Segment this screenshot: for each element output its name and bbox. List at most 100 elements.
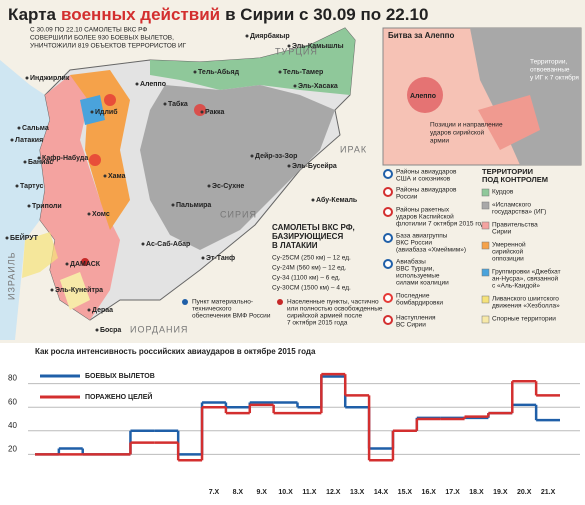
inset-label: у ИГ к 7 октября	[530, 74, 579, 82]
aleppo-regained	[478, 95, 540, 150]
chart-title: Как росла интенсивность российских авиау…	[35, 347, 316, 356]
city-dot	[287, 164, 291, 168]
x-tick-label: 15.X	[398, 489, 413, 496]
aircraft-title: САМОЛЕТЫ ВКС РФ,	[272, 223, 355, 232]
note-icon	[182, 299, 188, 305]
summary-line: УНИЧТОЖИЛИ 819 ОБЪЕКТОВ ТЕРРОРИСТОВ ИГ	[30, 43, 187, 50]
legend-label: Правительства	[492, 222, 538, 229]
legend-label: России	[396, 194, 418, 201]
note-icon	[277, 299, 283, 305]
x-tick-label: 7.X	[209, 489, 220, 496]
legend-swatch	[481, 221, 490, 230]
country-label: ИОРДАНИЯ	[130, 324, 188, 334]
note-line: Пункт материально-	[192, 299, 253, 306]
city-label: Эс-Сухне	[212, 183, 244, 190]
city-label: Алеппо	[140, 81, 166, 88]
legend-label: БОЕВЫХ ВЫЛЕТОВ	[85, 373, 155, 380]
legend-label: флотилии 7 октября 2015 года	[396, 220, 489, 228]
x-tick-label: 20.X	[517, 489, 532, 496]
legend-label: Спорные территории	[492, 316, 556, 323]
legend-label: «Исламского	[492, 202, 531, 209]
legend-label: США и союзников	[396, 176, 451, 183]
title-highlight: военных действий	[61, 5, 220, 24]
city-label: Дераа	[92, 307, 113, 314]
legend-label: движения «Хезболла»	[492, 302, 560, 310]
nusra-zone	[80, 95, 105, 125]
legend-icon	[383, 259, 393, 269]
city-label: Инджирлик	[30, 75, 70, 82]
inset-label: армии	[430, 138, 449, 145]
aircraft-item: Су-34 (1100 км) – 6 ед.	[272, 275, 340, 282]
city-label: Хомс	[92, 211, 110, 218]
kurdish-zone	[150, 28, 355, 95]
city-dot	[311, 198, 315, 202]
city-dot	[245, 34, 249, 38]
city-dot	[141, 242, 145, 246]
city-label: ДАМАСК	[70, 261, 101, 268]
legend-label: Районы авиаударов	[396, 186, 457, 194]
note-line: 7 октября 2015 года	[287, 319, 348, 327]
x-tick-label: 13.X	[350, 489, 365, 496]
city-label: Тель-Тамер	[283, 69, 323, 76]
city-dot	[163, 102, 167, 106]
city-label: Эль-Кунейтра	[55, 286, 103, 294]
legend-bg	[38, 370, 158, 382]
city-dot	[65, 262, 69, 266]
country-label: ИРАК	[340, 144, 367, 154]
legend-label: Ливанского шиитского	[492, 296, 559, 303]
city-label: Пальмира	[176, 202, 211, 209]
chart-background	[0, 343, 585, 505]
disputed-zone	[60, 272, 90, 310]
y-tick-label: 40	[8, 421, 17, 430]
city-label: Абу-Кемаль	[316, 196, 358, 204]
city-dot	[27, 204, 31, 208]
city-label: Ас-Саб-Абар	[146, 240, 190, 248]
city-label: Эт-Танф	[206, 255, 235, 262]
legend-bg	[38, 391, 158, 403]
city-label: Хама	[108, 173, 126, 180]
y-tick-label: 80	[8, 374, 17, 383]
legend-label: с «Аль-Каидой»	[492, 282, 540, 290]
legend-icon	[383, 187, 393, 197]
city-label: Сальма	[22, 125, 49, 132]
capital-marker	[81, 258, 89, 266]
y-tick-label: 60	[8, 397, 17, 406]
city-dot	[200, 110, 204, 114]
city-dot	[90, 110, 94, 114]
legend-label: ВВС Турции,	[396, 266, 434, 273]
legend-label: оппозиции	[492, 256, 524, 263]
city-label: Латакия	[15, 137, 43, 144]
city-dot	[287, 44, 291, 48]
title: Карта военных действий в Сирии с 30.09 по …	[8, 5, 428, 24]
title-part: в Сирии с 30.09 по 22.10	[225, 5, 428, 24]
city-dot	[201, 256, 205, 260]
city-label: Баниас	[28, 159, 53, 166]
title-part: Карта	[8, 5, 57, 24]
y-tick-label: 20	[8, 445, 17, 454]
legend-label: Наступления	[396, 315, 436, 322]
x-tick-label: 11.X	[302, 489, 316, 496]
x-tick-label: 17.X	[445, 489, 460, 496]
legend-label: ан-Нусра», связанной	[492, 275, 558, 283]
city-label: Дейр-эз-Зор	[255, 152, 297, 160]
legend-label: База авиагруппы	[396, 233, 448, 240]
ig-zone	[140, 85, 335, 250]
city-dot	[87, 212, 91, 216]
legend-swatch	[481, 315, 490, 324]
aircraft-item: Су-24М (560 км) – 12 ед.	[272, 265, 346, 272]
legend-swatch	[481, 295, 490, 304]
legend-label: силами коалиции	[396, 280, 449, 287]
inset-label: Территории,	[530, 59, 567, 66]
aircraft-title: БАЗИРУЮЩИЕСЯ	[272, 232, 343, 241]
city-dot	[278, 70, 282, 74]
x-tick-label: 12.X	[326, 489, 341, 496]
aleppo-city	[407, 77, 443, 113]
legend-icon	[383, 233, 393, 243]
city-label: Тартус	[20, 183, 43, 190]
aircraft-item: Су-25СМ (250 км) – 12 ед.	[272, 255, 351, 262]
city-label: Босра	[100, 327, 121, 334]
legend-title: ПОД КОНТРОЛЕМ	[482, 175, 548, 184]
country-label: ТУРЦИЯ	[275, 46, 318, 56]
legend-label: Районы ракетных	[396, 206, 450, 214]
government-zone	[40, 75, 120, 320]
